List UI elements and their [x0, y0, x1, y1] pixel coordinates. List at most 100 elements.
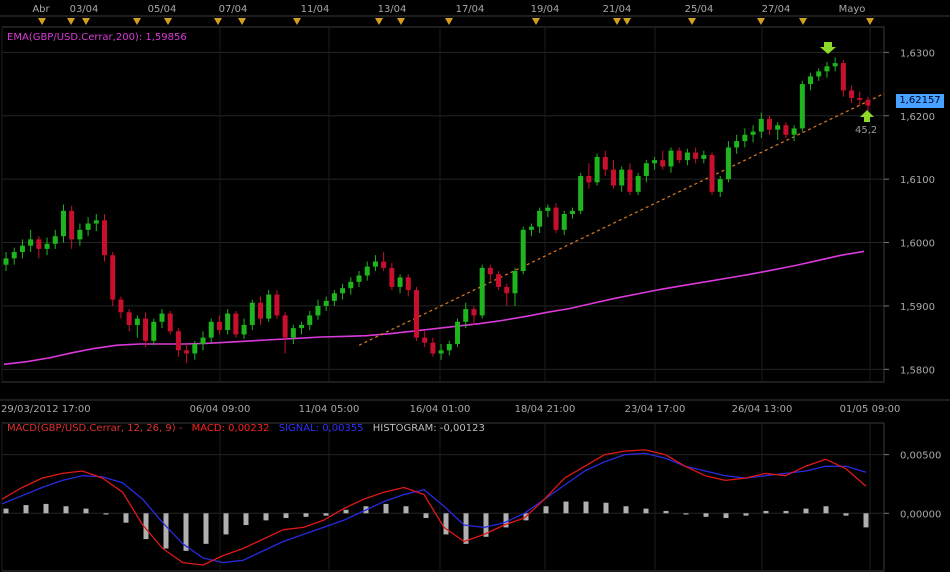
candle-body — [28, 239, 34, 246]
histogram-bar — [763, 510, 769, 514]
histogram-bar — [63, 506, 69, 514]
candle-body — [537, 210, 543, 227]
price-tick-label: 1,6300 — [900, 48, 935, 59]
candle — [487, 264, 493, 281]
candle — [627, 163, 633, 195]
histogram-bar — [203, 513, 209, 544]
histogram-bar — [783, 510, 789, 514]
top-date-label: Mayo — [839, 4, 866, 15]
candle-body — [134, 318, 140, 325]
histogram-bar — [823, 506, 829, 514]
buy-arrow-icon — [860, 110, 874, 122]
ema-line-layer — [3, 250, 865, 366]
price-tick-label: 1,5900 — [900, 302, 935, 313]
histogram-bar — [83, 508, 89, 514]
candle — [225, 309, 231, 335]
candle-body — [709, 155, 715, 192]
candle-body — [126, 312, 132, 325]
event-marker — [623, 18, 631, 25]
candle-body — [446, 343, 452, 351]
candle — [340, 283, 346, 300]
histogram-bar — [123, 513, 129, 523]
histogram-bar — [223, 513, 229, 535]
candle-body — [175, 331, 181, 351]
candle — [528, 223, 534, 237]
event-marker — [397, 18, 405, 25]
candle-body — [717, 179, 723, 192]
candle-body — [545, 207, 551, 211]
candle — [849, 85, 855, 104]
candle-body — [331, 293, 337, 301]
candle-body — [69, 210, 75, 240]
bottom-date-label: 23/04 17:00 — [625, 404, 686, 415]
candle-body — [643, 163, 649, 176]
candle-body — [586, 175, 592, 183]
candle — [446, 340, 452, 356]
candle-body — [701, 155, 707, 159]
top-date-label: 27/04 — [762, 4, 791, 15]
candle-body — [282, 315, 288, 338]
candle — [504, 283, 510, 306]
candle — [200, 331, 206, 351]
histogram-bar — [383, 503, 389, 514]
candle — [274, 290, 280, 319]
candle-body — [241, 324, 247, 335]
candle — [126, 309, 132, 332]
candlestick-layer — [3, 57, 871, 363]
histogram-bar — [423, 513, 429, 518]
macd-value-label: MACD: 0,00232 — [191, 423, 270, 434]
histogram-bar — [603, 502, 609, 514]
top-date-label: 07/04 — [219, 4, 248, 15]
candle — [783, 122, 789, 138]
candle — [586, 163, 592, 189]
candle — [676, 147, 682, 164]
candle — [28, 229, 34, 253]
candle-body — [216, 321, 222, 331]
candle — [865, 96, 871, 113]
candle-body — [11, 252, 17, 259]
candle-body — [348, 281, 354, 289]
trendline — [358, 93, 885, 346]
candle — [11, 247, 17, 265]
candle-body — [405, 277, 411, 291]
top-date-label: 11/04 — [301, 4, 330, 15]
candle-body — [840, 63, 846, 91]
candle — [578, 172, 584, 215]
candle — [717, 175, 723, 197]
histogram-bar — [583, 501, 589, 514]
candle-body — [200, 337, 206, 344]
candle — [134, 315, 140, 338]
candle — [709, 152, 715, 195]
candle — [315, 299, 321, 320]
candle — [44, 237, 50, 256]
candle — [438, 343, 444, 360]
candle — [159, 309, 165, 329]
candle-body — [725, 147, 731, 180]
candle — [619, 166, 625, 192]
candle — [684, 148, 690, 166]
candle — [766, 115, 772, 135]
event-marker — [532, 18, 540, 25]
bottom-date-label: 06/04 09:00 — [190, 404, 251, 415]
candle-body — [487, 267, 493, 275]
candle-body — [479, 267, 485, 316]
candle-body — [693, 152, 699, 159]
bottom-date-label: 11/04 05:00 — [299, 404, 360, 415]
candle-body — [159, 313, 165, 322]
candle-body — [93, 220, 99, 224]
candle-body — [824, 66, 830, 72]
candle — [668, 147, 674, 173]
candle — [397, 274, 403, 294]
candle-body — [85, 223, 91, 230]
candle — [364, 261, 370, 281]
candle-body — [569, 210, 575, 215]
candle — [175, 328, 181, 357]
candle-body — [849, 90, 855, 98]
histogram-bar — [283, 513, 289, 518]
marker-layer — [820, 42, 874, 122]
candle — [60, 204, 66, 243]
candle-body — [118, 299, 124, 313]
bottom-date-label: 29/03/2012 17:00 — [1, 404, 91, 415]
macd-tick-label: 0,00000 — [900, 509, 941, 520]
